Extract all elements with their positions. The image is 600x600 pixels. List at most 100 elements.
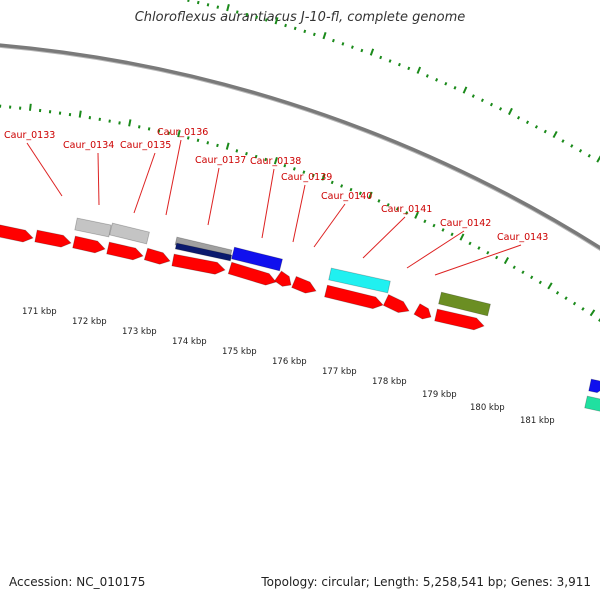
gene-label: Caur_0143 (497, 232, 548, 243)
scale-label: 173 kbp (122, 327, 157, 337)
gene-leader-line (207, 167, 220, 226)
gene-label: Caur_0142 (440, 218, 491, 229)
inner-tick-mark (555, 291, 560, 295)
gene-leader-line (97, 152, 100, 206)
feature-gray-block (109, 222, 150, 245)
cds-arrow (291, 275, 317, 294)
outer-tick-mark (369, 48, 375, 56)
outer-tick-mark (596, 155, 600, 163)
cds-arrow (0, 224, 34, 243)
inner-tick-mark (216, 143, 219, 148)
feature-cyan-block (328, 267, 391, 294)
feature-gray-block (74, 217, 112, 238)
inner-tick-mark (292, 167, 296, 171)
cds-arrow (227, 261, 277, 286)
inner-tick-mark (358, 191, 362, 196)
outer-tick-mark (284, 23, 287, 28)
scale-label: 176 kbp (272, 357, 307, 367)
outer-tick-mark (187, 0, 190, 3)
outer-tick-mark (245, 12, 249, 17)
inner-tick-mark (530, 275, 534, 280)
gene-leader-line (26, 142, 63, 197)
cds-arrow (274, 270, 292, 287)
inner-tick-mark (225, 142, 230, 150)
genome-backbone-highlight (0, 46, 600, 252)
outer-tick-mark (226, 3, 230, 12)
inner-tick-mark (477, 246, 481, 250)
cds-arrow (382, 294, 410, 313)
inner-tick-mark (167, 131, 171, 135)
inner-tick-mark (157, 129, 161, 133)
inner-tick-mark (206, 141, 210, 145)
inner-tick-mark (377, 199, 381, 203)
outer-tick-mark (480, 98, 484, 103)
gene-leader-line (133, 152, 156, 214)
map-title: Chloroflexus aurantiacus J-10-fl, comple… (134, 10, 466, 25)
feature-blue-block (231, 246, 283, 272)
cds-arrow (171, 253, 226, 275)
inner-tick-mark (538, 280, 542, 285)
cds-arrow (106, 241, 144, 261)
inner-tick-mark (254, 154, 258, 159)
scale-label: 174 kbp (172, 337, 207, 347)
cds-arrow (324, 284, 384, 310)
gene-leader-line (165, 139, 182, 216)
outer-tick-mark (379, 55, 383, 60)
inner-tick-mark (386, 203, 390, 207)
outer-tick-mark (578, 149, 583, 153)
outer-tick-mark (388, 59, 392, 63)
gene-label: Caur_0133 (4, 130, 55, 141)
cds-arrow (143, 247, 171, 265)
inner-tick-mark (450, 232, 454, 237)
scale-label: 172 kbp (72, 317, 107, 327)
outer-tick-mark (397, 62, 401, 67)
inner-tick-mark (78, 110, 82, 118)
inner-tick-mark (503, 257, 510, 265)
inner-tick-mark (395, 207, 399, 211)
inner-tick-mark (564, 296, 568, 300)
inner-tick-mark (235, 149, 239, 153)
inner-tick-mark (147, 127, 151, 131)
inner-tick-mark (423, 219, 427, 224)
cds-arrow (434, 308, 485, 331)
inner-tick-mark (118, 121, 121, 125)
inner-tick-mark (273, 157, 278, 165)
outer-tick-mark (416, 66, 422, 74)
outer-tick-mark (196, 0, 200, 5)
outer-tick-mark (534, 125, 538, 129)
outer-tick-mark (570, 144, 574, 148)
accession-text: Accession: NC_010175 (9, 575, 146, 589)
inner-tick-mark (349, 187, 353, 192)
inner-tick-mark (108, 119, 111, 123)
inner-tick-mark (521, 270, 525, 275)
feature-teal-block (584, 395, 600, 412)
inner-tick-mark (547, 282, 553, 290)
inner-tick-mark (486, 250, 490, 255)
inner-tick-mark (441, 228, 445, 232)
feature-navy-block (174, 242, 233, 262)
inner-tick-mark (330, 180, 334, 185)
outer-tick-mark (235, 10, 239, 14)
outer-tick-mark (561, 139, 565, 143)
gene-label: Caur_0141 (381, 204, 432, 215)
inner-tick-mark (495, 255, 499, 260)
inner-tick-mark (137, 125, 141, 129)
outer-tick-mark (331, 38, 335, 43)
inner-tick-mark (177, 129, 181, 138)
gene-label: Caur_0134 (63, 140, 114, 151)
inner-tick-mark (321, 173, 326, 181)
outer-tick-mark (303, 29, 307, 34)
inner-tick-mark (432, 223, 436, 228)
inner-tick-mark (283, 163, 287, 168)
scale-label: 178 kbp (372, 377, 407, 387)
feature-olive-block (438, 291, 491, 317)
outer-tick-mark (552, 130, 558, 139)
scale-label: 177 kbp (322, 367, 357, 377)
inner-tick-mark (581, 307, 585, 311)
gene-leader-line (434, 244, 522, 276)
inner-tick-mark (245, 151, 248, 156)
outer-tick-mark (350, 45, 354, 49)
outer-tick-mark (444, 82, 448, 86)
outer-tick-mark (498, 107, 503, 111)
inner-tick-mark (311, 173, 315, 178)
